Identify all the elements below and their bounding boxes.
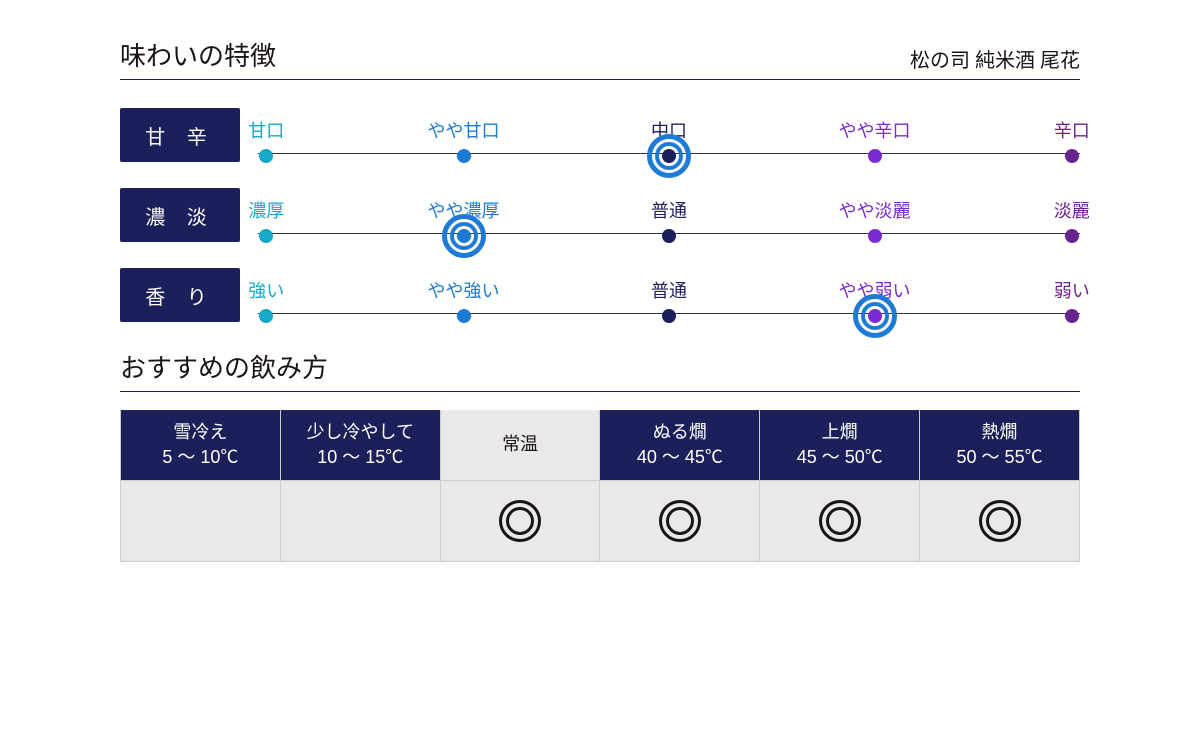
- scale-stop-label: やや甘口: [428, 122, 500, 140]
- serving-name: 少し冷やして: [307, 420, 414, 445]
- scale-stop-label: 濃厚: [248, 202, 284, 220]
- scale-stop-label: 辛口: [1054, 122, 1090, 140]
- serving-column-header: 雪冷え5 〜 10℃: [121, 410, 280, 480]
- scale-dot-icon: [1065, 149, 1079, 163]
- scale-dot-icon: [1065, 229, 1079, 243]
- scale-row: 甘 辛甘口やや甘口中口やや辛口辛口: [120, 108, 1080, 162]
- serving-name: 雪冷え: [173, 420, 227, 445]
- scale-dot-icon: [457, 229, 471, 243]
- serving-range: 50 〜 55℃: [957, 445, 1043, 470]
- serving-range: 10 〜 15℃: [317, 445, 403, 470]
- serving-column-body: [121, 480, 280, 562]
- scale-stop: やや濃厚: [428, 202, 500, 242]
- scale-tag: 濃 淡: [120, 188, 240, 242]
- serving-range: 40 〜 45℃: [637, 445, 723, 470]
- serving-column: 少し冷やして10 〜 15℃: [280, 410, 440, 562]
- scale-stop-label: 甘口: [248, 122, 284, 140]
- taste-title: 味わいの特徴: [120, 36, 276, 73]
- serving-range: 5 〜 10℃: [162, 445, 238, 470]
- scale-dot-icon: [662, 149, 676, 163]
- scale-track: 強いやや強い普通やや弱い弱い: [258, 268, 1080, 322]
- scale-dot-icon: [259, 229, 273, 243]
- scale-dot-icon: [457, 149, 471, 163]
- serving-name: 常温: [502, 432, 538, 457]
- scale-stop: 普通: [651, 202, 687, 242]
- scale-stop: やや辛口: [839, 122, 911, 162]
- taste-header: 味わいの特徴 松の司 純米酒 尾花: [120, 36, 1080, 80]
- scale-stop: 辛口: [1054, 122, 1090, 162]
- scale-tag: 甘 辛: [120, 108, 240, 162]
- scale-stop: やや強い: [428, 282, 500, 322]
- scale-stop: 普通: [651, 282, 687, 322]
- serving-column-header: 熱燗50 〜 55℃: [920, 410, 1079, 480]
- scale-dot-icon: [868, 309, 882, 323]
- serving-column-header: 少し冷やして10 〜 15℃: [281, 410, 440, 480]
- scale-dot-icon: [457, 309, 471, 323]
- scale-stop-label: やや辛口: [839, 122, 911, 140]
- serving-column: 常温: [440, 410, 600, 562]
- serving-name: ぬる燗: [653, 420, 707, 445]
- scale-dot-icon: [259, 309, 273, 323]
- recommended-mark-icon: [979, 500, 1021, 542]
- scale-stop-label: やや淡麗: [839, 202, 911, 220]
- serving-column-header: 常温: [441, 410, 600, 480]
- serving-title: おすすめの飲み方: [120, 348, 1080, 392]
- scale-stop: 中口: [651, 122, 687, 162]
- scale-stop-label: 普通: [651, 202, 687, 220]
- scale-stop-label: 強い: [248, 282, 284, 300]
- scale-stop-label: やや強い: [428, 282, 500, 300]
- scales-container: 甘 辛甘口やや甘口中口やや辛口辛口濃 淡濃厚やや濃厚普通やや淡麗淡麗香 り強いや…: [120, 108, 1080, 322]
- serving-column: 上燗45 〜 50℃: [759, 410, 919, 562]
- scale-stop: やや弱い: [839, 282, 911, 322]
- serving-column: 雪冷え5 〜 10℃: [120, 410, 280, 562]
- serving-column-body: [760, 480, 919, 562]
- scale-row: 濃 淡濃厚やや濃厚普通やや淡麗淡麗: [120, 188, 1080, 242]
- serving-column-body: [441, 480, 600, 562]
- serving-column: 熱燗50 〜 55℃: [919, 410, 1079, 562]
- scale-stop: 淡麗: [1054, 202, 1090, 242]
- scale-stop: 強い: [248, 282, 284, 322]
- serving-name: 上燗: [822, 420, 858, 445]
- scale-stop-label: 弱い: [1054, 282, 1090, 300]
- serving-column-header: ぬる燗40 〜 45℃: [600, 410, 759, 480]
- scale-track: 甘口やや甘口中口やや辛口辛口: [258, 108, 1080, 162]
- serving-column-body: [600, 480, 759, 562]
- serving-column: ぬる燗40 〜 45℃: [599, 410, 759, 562]
- recommended-mark-icon: [499, 500, 541, 542]
- scale-dot-icon: [1065, 309, 1079, 323]
- scale-row: 香 り強いやや強い普通やや弱い弱い: [120, 268, 1080, 322]
- serving-range: 45 〜 50℃: [797, 445, 883, 470]
- scale-dot-icon: [662, 229, 676, 243]
- scale-stop: 甘口: [248, 122, 284, 162]
- serving-table: 雪冷え5 〜 10℃少し冷やして10 〜 15℃常温ぬる燗40 〜 45℃上燗4…: [120, 410, 1080, 562]
- serving-section: おすすめの飲み方 雪冷え5 〜 10℃少し冷やして10 〜 15℃常温ぬる燗40…: [120, 348, 1080, 562]
- scale-stop: 濃厚: [248, 202, 284, 242]
- scale-dot-icon: [868, 229, 882, 243]
- scale-stop: 弱い: [1054, 282, 1090, 322]
- serving-column-body: [281, 480, 440, 562]
- infographic-root: 味わいの特徴 松の司 純米酒 尾花 甘 辛甘口 やや甘口 中口 やや辛口 辛口濃 淡濃厚…: [0, 0, 1200, 562]
- scale-tag: 香 り: [120, 268, 240, 322]
- scale-stop: やや淡麗: [839, 202, 911, 242]
- scale-stop-label: 普通: [651, 282, 687, 300]
- scale-dot-icon: [868, 149, 882, 163]
- recommended-mark-icon: [659, 500, 701, 542]
- scale-stop: やや甘口: [428, 122, 500, 162]
- product-name: 松の司 純米酒 尾花: [910, 44, 1080, 73]
- scale-dot-icon: [662, 309, 676, 323]
- serving-column-header: 上燗45 〜 50℃: [760, 410, 919, 480]
- serving-column-body: [920, 480, 1079, 562]
- scale-track: 濃厚やや濃厚普通やや淡麗淡麗: [258, 188, 1080, 242]
- scale-stop-label: 淡麗: [1054, 202, 1090, 220]
- recommended-mark-icon: [819, 500, 861, 542]
- serving-name: 熱燗: [982, 420, 1018, 445]
- scale-dot-icon: [259, 149, 273, 163]
